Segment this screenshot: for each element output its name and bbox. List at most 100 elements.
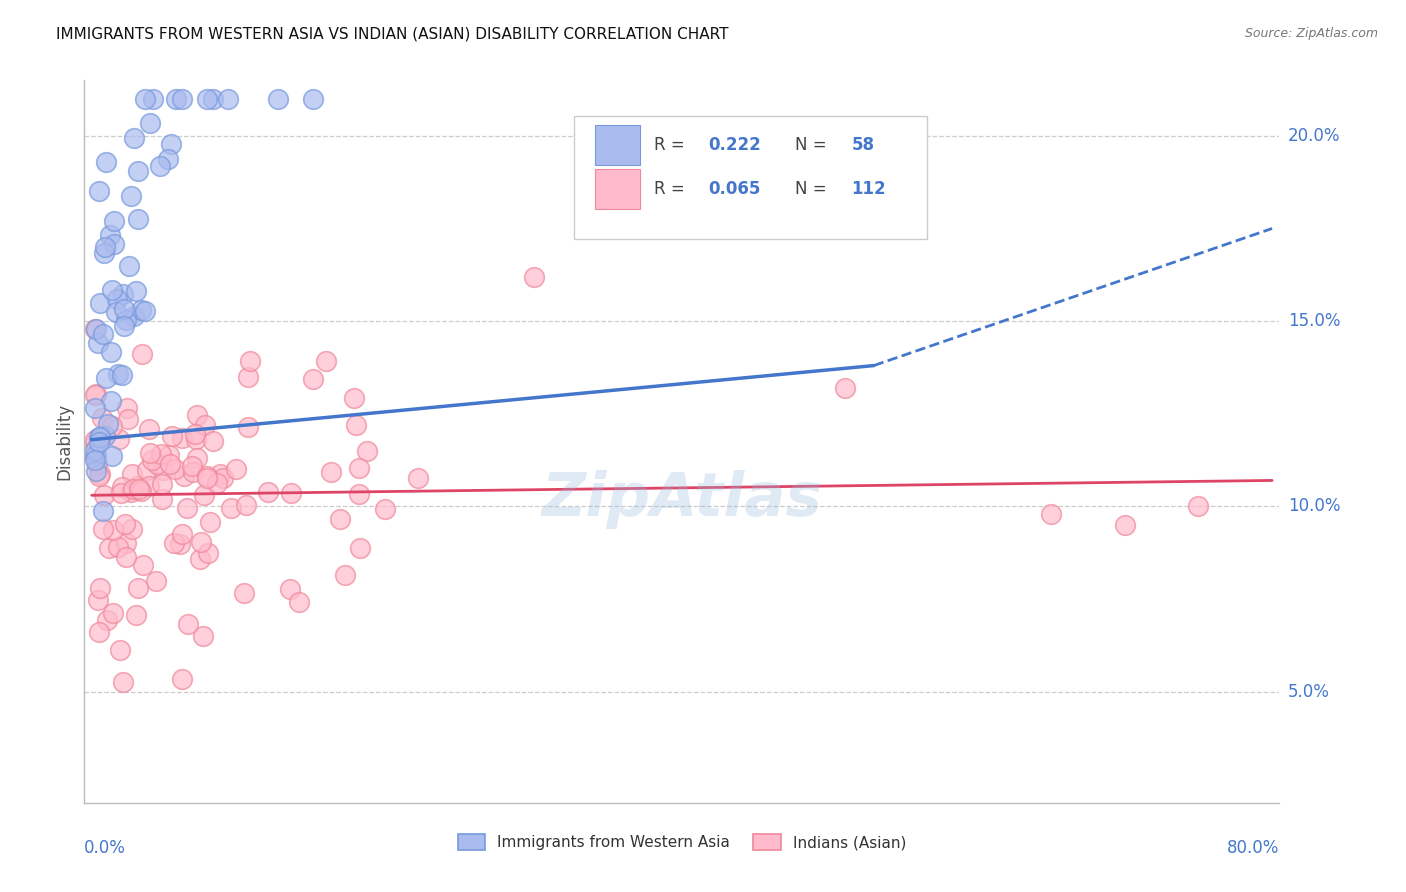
- Point: [101, 283, 124, 297]
- Point: [149, 159, 172, 173]
- Point: [87, 185, 110, 199]
- Point: [108, 432, 131, 446]
- Point: [278, 582, 301, 597]
- Point: [172, 672, 194, 686]
- Point: [219, 501, 242, 516]
- Point: [86, 464, 108, 478]
- Text: N =: N =: [796, 179, 832, 198]
- Point: [236, 420, 259, 434]
- Point: [84, 387, 107, 401]
- Text: 20.0%: 20.0%: [1288, 127, 1340, 145]
- Point: [98, 228, 121, 243]
- Point: [89, 467, 111, 482]
- Point: [150, 476, 173, 491]
- Point: [152, 463, 174, 477]
- Point: [172, 92, 194, 106]
- Legend: Immigrants from Western Asia, Indians (Asian): Immigrants from Western Asia, Indians (A…: [451, 829, 912, 856]
- Point: [150, 491, 173, 506]
- Point: [142, 92, 165, 106]
- Point: [87, 468, 110, 483]
- Point: [349, 541, 371, 555]
- Point: [101, 606, 124, 620]
- Point: [100, 345, 122, 359]
- Point: [523, 269, 546, 284]
- Point: [205, 475, 228, 490]
- Point: [188, 551, 211, 566]
- Point: [176, 501, 198, 516]
- Point: [195, 471, 218, 485]
- Point: [145, 574, 167, 588]
- Point: [139, 446, 162, 460]
- Point: [181, 466, 204, 480]
- Text: N =: N =: [796, 136, 832, 154]
- Point: [136, 462, 159, 476]
- Point: [1114, 517, 1136, 532]
- Point: [117, 411, 139, 425]
- Point: [159, 457, 181, 471]
- Point: [91, 327, 114, 342]
- Point: [160, 429, 183, 443]
- Point: [131, 347, 153, 361]
- Point: [86, 457, 108, 471]
- Point: [108, 643, 131, 657]
- Point: [280, 486, 302, 500]
- Point: [97, 417, 120, 432]
- Point: [89, 625, 111, 640]
- Point: [239, 354, 262, 368]
- Point: [127, 479, 149, 493]
- Point: [141, 453, 163, 467]
- Point: [236, 370, 259, 384]
- Point: [115, 401, 138, 416]
- Point: [114, 516, 136, 531]
- Point: [96, 613, 118, 627]
- Point: [96, 154, 118, 169]
- Point: [217, 92, 239, 106]
- Point: [302, 372, 325, 386]
- Text: 15.0%: 15.0%: [1288, 312, 1340, 330]
- Point: [134, 304, 156, 318]
- Text: R =: R =: [654, 179, 690, 198]
- Point: [160, 136, 183, 151]
- Point: [89, 296, 111, 310]
- FancyBboxPatch shape: [575, 117, 927, 239]
- Text: IMMIGRANTS FROM WESTERN ASIA VS INDIAN (ASIAN) DISABILITY CORRELATION CHART: IMMIGRANTS FROM WESTERN ASIA VS INDIAN (…: [56, 27, 728, 42]
- Point: [225, 462, 247, 476]
- Point: [121, 467, 143, 481]
- Text: 0.065: 0.065: [709, 179, 761, 198]
- Point: [170, 527, 193, 541]
- Point: [94, 371, 117, 385]
- Point: [302, 92, 325, 106]
- Point: [89, 581, 111, 595]
- Text: 0.222: 0.222: [709, 136, 761, 154]
- Point: [195, 92, 218, 106]
- Text: 5.0%: 5.0%: [1288, 682, 1330, 700]
- Point: [202, 434, 225, 449]
- Text: 112: 112: [852, 179, 886, 198]
- Point: [356, 444, 378, 458]
- Point: [87, 435, 110, 450]
- Point: [103, 214, 125, 228]
- Point: [90, 411, 112, 425]
- Point: [125, 285, 148, 299]
- Point: [100, 394, 122, 409]
- Point: [83, 436, 105, 450]
- Point: [83, 449, 105, 463]
- Point: [124, 309, 146, 323]
- Point: [121, 522, 143, 536]
- Point: [194, 418, 217, 433]
- Point: [149, 446, 172, 460]
- Point: [114, 302, 136, 317]
- Point: [91, 522, 114, 536]
- Point: [103, 237, 125, 252]
- Point: [170, 431, 193, 445]
- Point: [406, 471, 429, 485]
- Text: Source: ZipAtlas.com: Source: ZipAtlas.com: [1244, 27, 1378, 40]
- Point: [129, 302, 152, 317]
- Point: [197, 546, 219, 560]
- Point: [125, 607, 148, 622]
- Point: [117, 259, 139, 273]
- Point: [93, 504, 115, 518]
- Point: [120, 188, 142, 202]
- Point: [132, 558, 155, 572]
- Point: [184, 427, 207, 442]
